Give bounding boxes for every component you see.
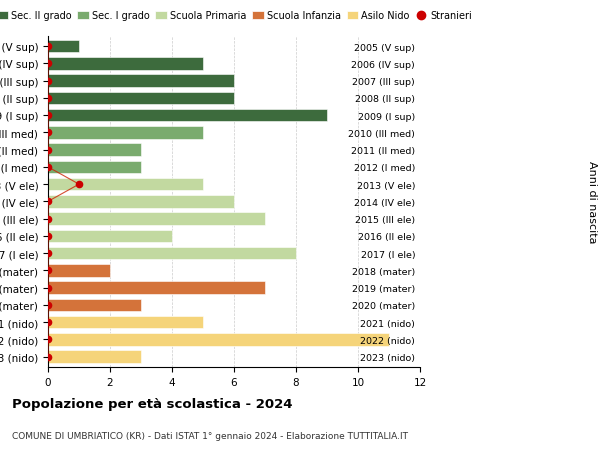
Bar bbox=[48, 282, 265, 294]
Bar bbox=[48, 110, 327, 122]
Bar bbox=[48, 316, 203, 329]
Bar bbox=[48, 213, 265, 225]
Bar bbox=[48, 299, 141, 311]
Bar bbox=[48, 179, 203, 191]
Bar bbox=[48, 351, 141, 363]
Text: Popolazione per età scolastica - 2024: Popolazione per età scolastica - 2024 bbox=[12, 397, 293, 410]
Text: Anni di nascita: Anni di nascita bbox=[587, 161, 597, 243]
Bar bbox=[48, 75, 234, 88]
Bar bbox=[48, 247, 296, 260]
Bar bbox=[48, 92, 234, 105]
Bar bbox=[48, 196, 234, 208]
Bar bbox=[48, 58, 203, 70]
Bar bbox=[48, 127, 203, 139]
Bar bbox=[48, 230, 172, 242]
Legend: Sec. II grado, Sec. I grado, Scuola Primaria, Scuola Infanzia, Asilo Nido, Stran: Sec. II grado, Sec. I grado, Scuola Prim… bbox=[0, 7, 476, 25]
Text: COMUNE DI UMBRIATICO (KR) - Dati ISTAT 1° gennaio 2024 - Elaborazione TUTTITALIA: COMUNE DI UMBRIATICO (KR) - Dati ISTAT 1… bbox=[12, 431, 408, 441]
Bar bbox=[48, 264, 110, 277]
Bar bbox=[48, 41, 79, 53]
Bar bbox=[48, 333, 389, 346]
Bar bbox=[48, 161, 141, 174]
Bar bbox=[48, 144, 141, 157]
